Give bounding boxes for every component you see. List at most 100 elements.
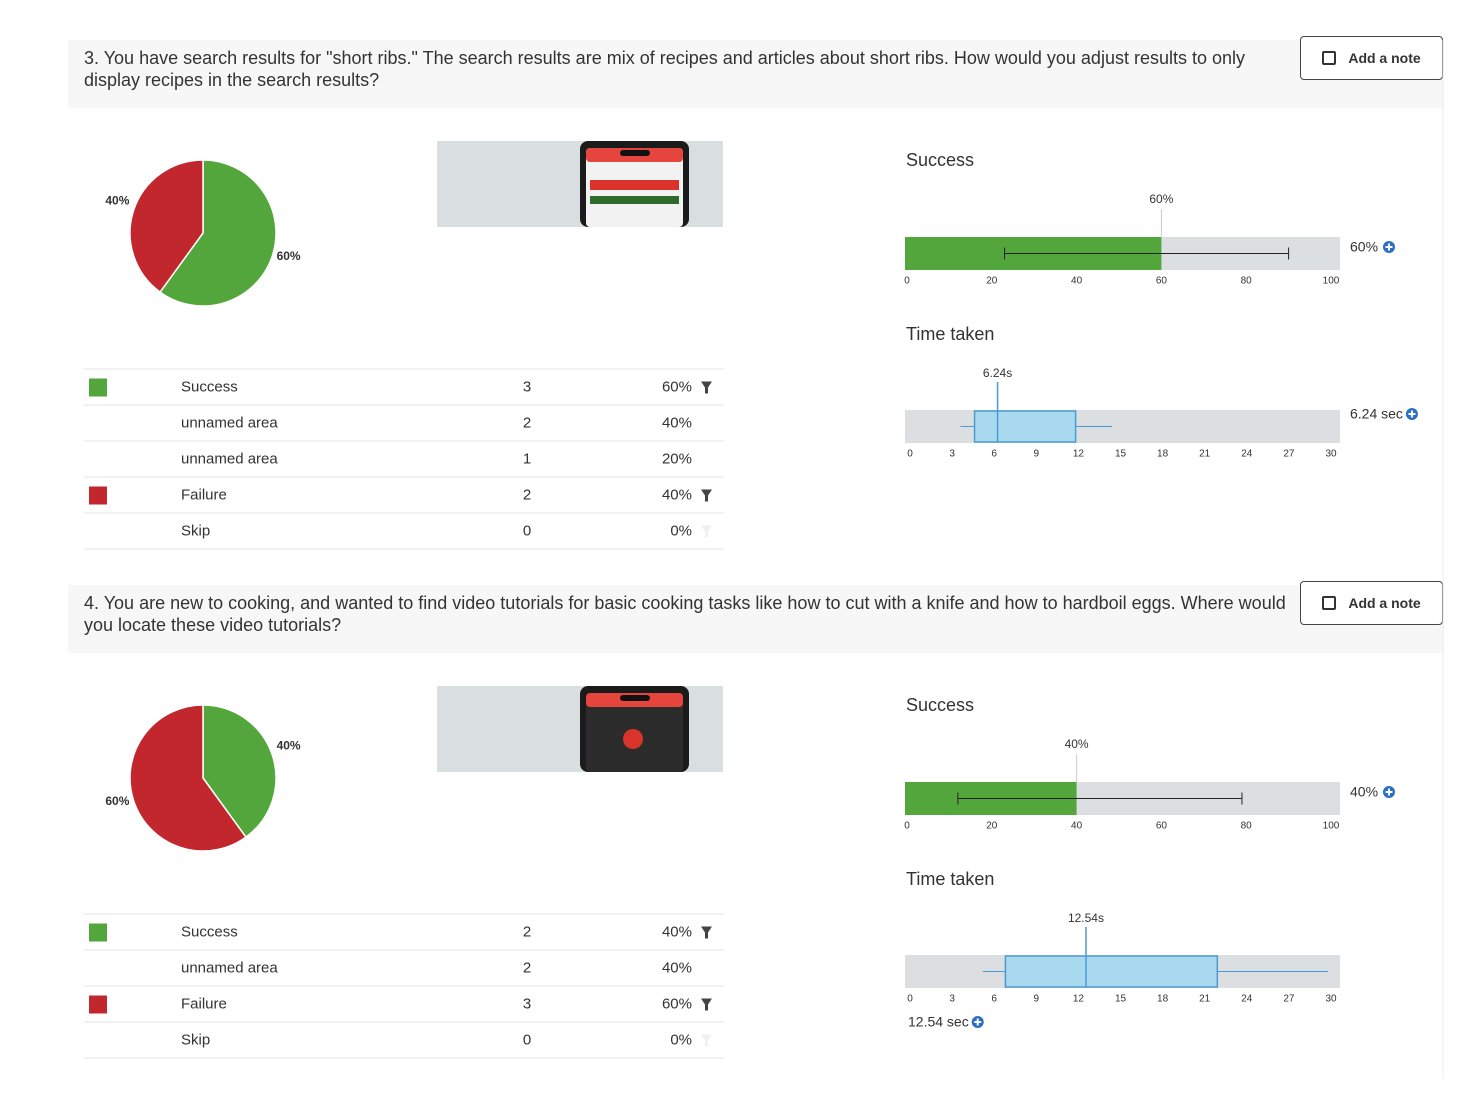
- x-tick-label: 15: [1115, 449, 1127, 460]
- add-icon-plus: [974, 1018, 982, 1026]
- x-tick-label: 21: [1199, 449, 1211, 460]
- summary-label: 6.24 sec: [1350, 406, 1403, 422]
- filter-icon[interactable]: [701, 1034, 712, 1047]
- x-tick-label: 27: [1283, 994, 1295, 1005]
- summary-label: 40%: [1350, 784, 1378, 800]
- x-tick-label: 12: [1073, 994, 1085, 1005]
- row-percent: 40%: [662, 486, 692, 503]
- note-icon: [1322, 596, 1337, 610]
- add-icon-plus: [1408, 410, 1416, 418]
- row-count: 2: [523, 959, 531, 976]
- x-tick-label: 18: [1157, 994, 1169, 1005]
- add-icon-plus: [1385, 243, 1393, 251]
- add-icon-plus: [1385, 788, 1393, 796]
- x-tick-label: 100: [1323, 821, 1340, 832]
- row-count: 3: [523, 995, 531, 1012]
- x-tick-label: 20: [986, 821, 998, 832]
- median-label: 6.24s: [983, 366, 1012, 380]
- row-percent: 40%: [662, 959, 692, 976]
- x-tick-label: 6: [991, 994, 997, 1005]
- row-count: 3: [523, 378, 531, 395]
- legend-swatch: [89, 378, 107, 397]
- x-tick-label: 0: [907, 994, 913, 1005]
- legend-swatch: [89, 486, 107, 505]
- x-tick-label: 20: [986, 276, 998, 287]
- question-text: 4. You are new to cooking, and wanted to…: [84, 593, 1286, 635]
- x-tick-label: 15: [1115, 994, 1127, 1005]
- filter-icon[interactable]: [701, 998, 712, 1011]
- x-tick-label: 80: [1241, 276, 1253, 287]
- filter-icon[interactable]: [701, 926, 712, 939]
- x-tick-label: 40: [1071, 821, 1083, 832]
- row-count: 0: [523, 522, 531, 539]
- x-tick-label: 3: [949, 449, 955, 460]
- box: [973, 410, 1077, 443]
- row-name: Success: [181, 378, 238, 395]
- add-note-label[interactable]: Add a note: [1348, 50, 1421, 66]
- error-bar: [957, 792, 1243, 805]
- value-label: 60%: [1149, 192, 1173, 206]
- row-name: Skip: [181, 522, 210, 539]
- add-note-label[interactable]: Add a note: [1348, 595, 1421, 611]
- x-tick-label: 30: [1325, 449, 1337, 460]
- row-percent: 0%: [670, 522, 692, 539]
- app-logo: [623, 729, 643, 749]
- x-tick-label: 0: [904, 276, 910, 287]
- x-tick-label: 9: [1034, 994, 1040, 1005]
- x-tick-label: 30: [1325, 994, 1337, 1005]
- x-tick-label: 40: [1071, 276, 1083, 287]
- filter-bar: [590, 196, 679, 204]
- chart-title: Time taken: [906, 324, 994, 344]
- row-percent: 0%: [670, 1031, 692, 1048]
- x-tick-label: 24: [1241, 449, 1253, 460]
- filter-icon[interactable]: [701, 489, 712, 502]
- note-icon: [1322, 51, 1337, 65]
- row-percent: 60%: [662, 378, 692, 395]
- row-name: Failure: [181, 486, 227, 503]
- row-percent: 20%: [662, 450, 692, 467]
- row-count: 2: [523, 923, 531, 940]
- x-tick-label: 0: [907, 449, 913, 460]
- row-count: 2: [523, 486, 531, 503]
- pie-label: 40%: [105, 193, 129, 207]
- question-header: [68, 40, 1444, 108]
- pie-slice: [159, 159, 277, 307]
- pie-label: 60%: [277, 249, 301, 263]
- x-tick-label: 100: [1323, 276, 1340, 287]
- legend-swatch: [89, 923, 107, 942]
- row-name: unnamed area: [181, 959, 278, 976]
- row-count: 2: [523, 414, 531, 431]
- row-name: unnamed area: [181, 414, 278, 431]
- x-tick-label: 60: [1156, 276, 1168, 287]
- pie-label: 40%: [277, 738, 301, 752]
- summary-label: 12.54 sec: [908, 1014, 969, 1030]
- filter-icon[interactable]: [701, 525, 712, 538]
- x-tick-label: 3: [949, 994, 955, 1005]
- x-tick-label: 18: [1157, 449, 1169, 460]
- error-bar: [1004, 247, 1290, 260]
- x-tick-label: 27: [1283, 449, 1295, 460]
- row-name: Skip: [181, 1031, 210, 1048]
- row-count: 0: [523, 1031, 531, 1048]
- phone-notch: [620, 150, 650, 156]
- row-percent: 40%: [662, 923, 692, 940]
- search-bar: [590, 180, 679, 190]
- summary-label: 60%: [1350, 239, 1378, 255]
- x-tick-label: 6: [991, 449, 997, 460]
- box: [1004, 955, 1219, 988]
- add-note-button[interactable]: Add a note: [1300, 581, 1443, 625]
- x-tick-label: 9: [1034, 449, 1040, 460]
- row-percent: 60%: [662, 995, 692, 1012]
- add-note-button[interactable]: Add a note: [1300, 36, 1443, 80]
- pie-slice: [202, 704, 277, 839]
- phone-notch: [620, 695, 650, 701]
- x-tick-label: 80: [1241, 821, 1253, 832]
- x-tick-label: 12: [1073, 449, 1085, 460]
- filter-icon[interactable]: [701, 381, 712, 394]
- x-tick-label: 24: [1241, 994, 1253, 1005]
- chart-title: Success: [906, 695, 974, 715]
- x-tick-label: 60: [1156, 821, 1168, 832]
- row-name: Failure: [181, 995, 227, 1012]
